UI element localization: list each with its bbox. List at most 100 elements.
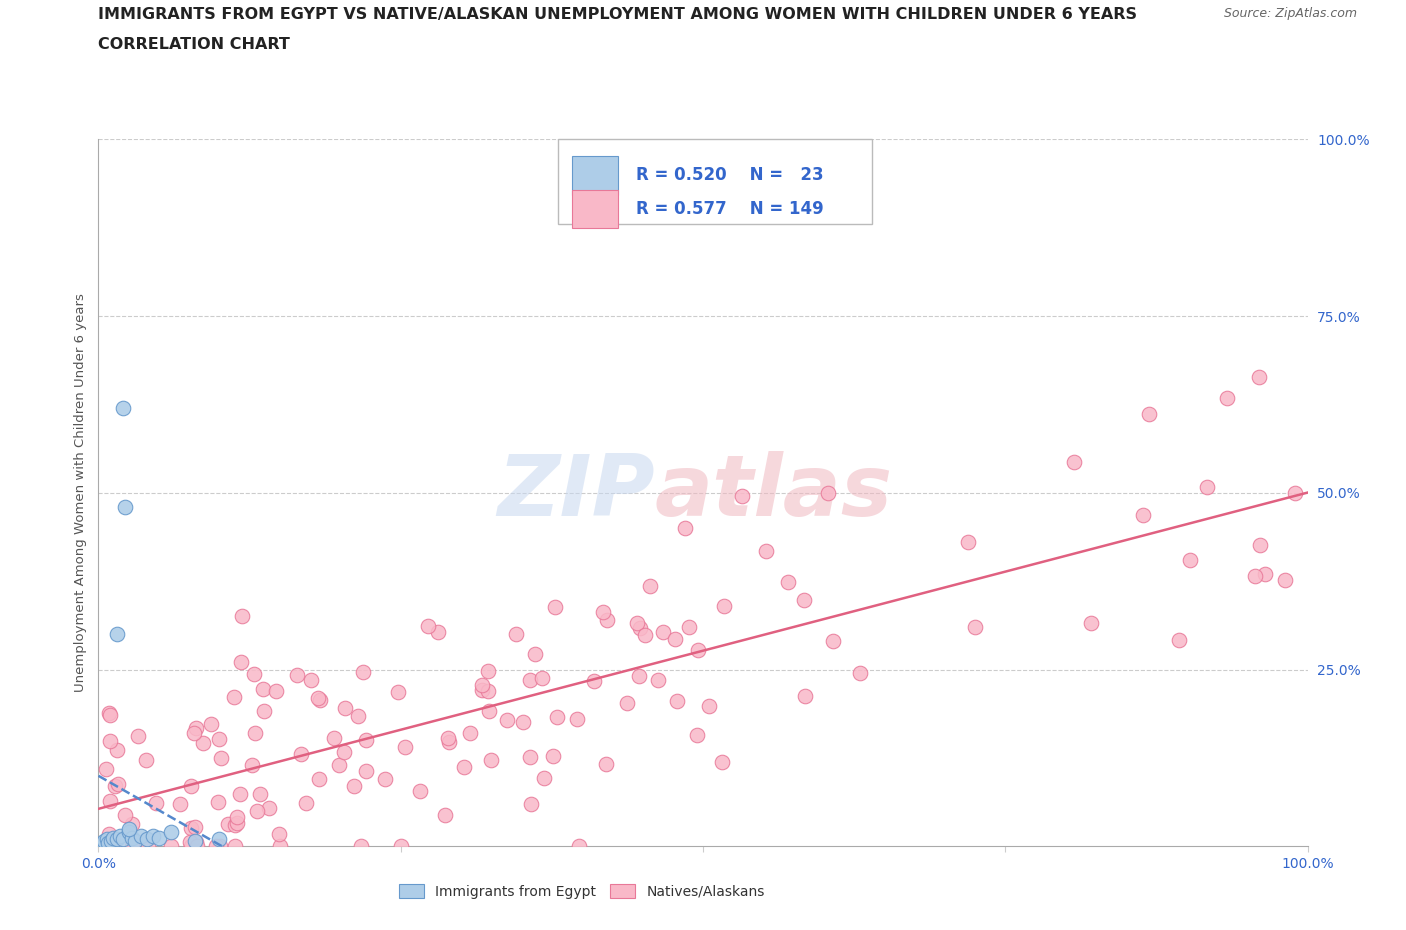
Point	[105, 831, 128, 846]
Bar	[572, 190, 619, 229]
Point	[217, 817, 239, 831]
Point	[477, 684, 499, 698]
Text: ZIP: ZIP	[496, 451, 655, 535]
Point	[651, 624, 673, 639]
Text: R = 0.520    N =   23: R = 0.520 N = 23	[637, 166, 824, 184]
Point	[713, 598, 735, 613]
Point	[105, 627, 128, 642]
Point	[1197, 480, 1219, 495]
Point	[193, 736, 215, 751]
Point	[387, 684, 409, 699]
Point	[471, 678, 494, 693]
Point	[98, 734, 121, 749]
Point	[93, 833, 115, 848]
Point	[1063, 455, 1085, 470]
Point	[352, 665, 374, 680]
Point	[118, 825, 141, 840]
Point	[434, 807, 457, 822]
Point	[243, 666, 266, 681]
Point	[226, 816, 249, 830]
Point	[135, 752, 157, 767]
Point	[821, 633, 844, 648]
Point	[98, 827, 121, 842]
Point	[471, 683, 494, 698]
Point	[512, 715, 534, 730]
Point	[136, 839, 159, 854]
Point	[91, 835, 114, 850]
Point	[257, 801, 280, 816]
Point	[582, 673, 605, 688]
Point	[208, 732, 231, 747]
Point	[169, 797, 191, 812]
Point	[730, 488, 752, 503]
Point	[616, 696, 638, 711]
Point	[226, 810, 249, 825]
Point	[309, 693, 332, 708]
Point	[533, 770, 555, 785]
Point	[179, 835, 201, 850]
Point	[184, 835, 207, 850]
FancyBboxPatch shape	[558, 140, 872, 224]
Point	[94, 761, 117, 776]
Point	[224, 839, 246, 854]
Point	[252, 703, 274, 718]
Point	[688, 643, 710, 658]
Point	[121, 830, 143, 845]
Text: atlas: atlas	[655, 451, 893, 535]
Point	[478, 703, 501, 718]
Point	[269, 839, 291, 854]
Point	[479, 752, 502, 767]
Point	[1132, 508, 1154, 523]
Point	[160, 825, 183, 840]
Point	[229, 787, 252, 802]
Point	[148, 830, 170, 845]
Point	[460, 725, 482, 740]
Text: IMMIGRANTS FROM EGYPT VS NATIVE/ALASKAN UNEMPLOYMENT AMONG WOMEN WITH CHILDREN U: IMMIGRANTS FROM EGYPT VS NATIVE/ALASKAN …	[98, 7, 1137, 21]
Point	[105, 742, 128, 757]
Point	[523, 646, 546, 661]
Point	[240, 758, 263, 773]
Point	[184, 820, 207, 835]
Point	[184, 721, 207, 736]
Point	[595, 757, 617, 772]
Point	[180, 821, 202, 836]
Point	[135, 831, 157, 846]
Point	[100, 833, 122, 848]
Point	[477, 663, 499, 678]
Point	[180, 778, 202, 793]
Point	[342, 779, 364, 794]
Point	[817, 485, 839, 500]
Point	[114, 808, 136, 823]
Point	[664, 631, 686, 646]
Point	[1178, 552, 1201, 567]
Point	[755, 544, 778, 559]
Point	[686, 727, 709, 742]
Point	[103, 839, 125, 854]
Point	[98, 708, 121, 723]
Bar	[572, 155, 619, 194]
Point	[849, 665, 872, 680]
Point	[519, 750, 541, 764]
Point	[101, 830, 124, 845]
Point	[335, 700, 357, 715]
Point	[111, 831, 134, 846]
Point	[145, 795, 167, 810]
Point	[209, 751, 232, 765]
Point	[124, 833, 146, 848]
Point	[98, 706, 121, 721]
Point	[333, 745, 356, 760]
Text: Source: ZipAtlas.com: Source: ZipAtlas.com	[1223, 7, 1357, 20]
Point	[673, 521, 696, 536]
Point	[290, 746, 312, 761]
Point	[129, 829, 152, 844]
Text: R = 0.577    N = 149: R = 0.577 N = 149	[637, 200, 824, 218]
Point	[252, 682, 274, 697]
Point	[1284, 485, 1306, 500]
Point	[596, 613, 619, 628]
Point	[567, 711, 589, 726]
Point	[710, 754, 733, 769]
Point	[249, 787, 271, 802]
Point	[794, 689, 817, 704]
Point	[1216, 391, 1239, 405]
Point	[957, 535, 980, 550]
